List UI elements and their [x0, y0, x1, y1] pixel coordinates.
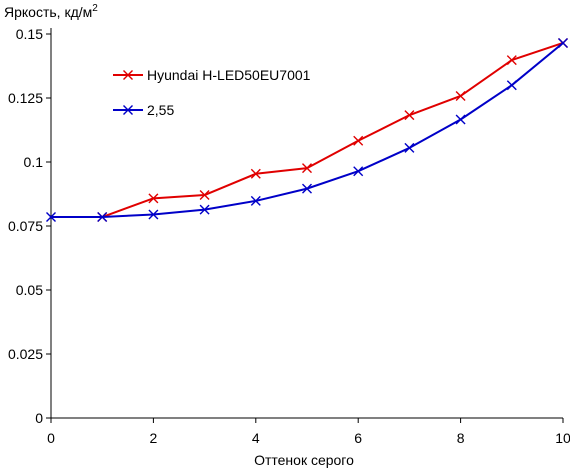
data-point — [455, 114, 466, 125]
legend-item: 2,55 — [113, 102, 174, 118]
x-tick-label: 2 — [150, 430, 158, 446]
y-tick-label: 0.15 — [16, 26, 43, 42]
y-tick-label: 0.05 — [16, 282, 43, 298]
x-tick-label: 8 — [457, 430, 465, 446]
data-point — [148, 209, 159, 220]
x-tick-label: 4 — [252, 430, 260, 446]
y-tick-label: 0.125 — [8, 90, 43, 106]
x-tick-label: 6 — [354, 430, 362, 446]
legend-marker — [123, 70, 133, 80]
y-tick-label: 0.075 — [8, 218, 43, 234]
data-point — [302, 163, 312, 174]
series-lines — [46, 37, 568, 223]
legend-label: Hyundai H-LED50EU7001 — [147, 67, 311, 83]
legend-marker — [123, 105, 133, 115]
y-axis-label: Яркость, кд/м2 — [4, 3, 98, 20]
data-point — [455, 90, 466, 101]
legend-item: Hyundai H-LED50EU7001 — [113, 67, 311, 83]
data-point — [353, 135, 364, 146]
axes — [50, 28, 563, 419]
data-point — [404, 142, 415, 153]
data-point — [353, 166, 364, 177]
data-point — [148, 193, 159, 204]
x-axis-label: Оттенок серого — [254, 452, 354, 468]
data-point — [97, 212, 108, 223]
data-point — [302, 183, 312, 194]
y-tick-label: 0.025 — [8, 346, 43, 362]
data-point — [506, 55, 517, 66]
series-0 — [97, 37, 568, 223]
data-point — [46, 212, 56, 223]
data-point — [250, 195, 261, 206]
legend-label: 2,55 — [147, 102, 174, 118]
data-point — [558, 37, 568, 48]
ticks: 0 0.025 0.05 0.075 0.1 0.125 0.15 0 2 4 6 8 10 — [8, 26, 570, 446]
data-point — [506, 80, 517, 91]
legend: Hyundai H-LED50EU7001 2,55 — [113, 67, 311, 118]
x-tick-label: 10 — [555, 430, 570, 446]
data-point — [199, 190, 210, 201]
series-1 — [46, 37, 568, 223]
data-point — [404, 110, 415, 121]
data-point — [199, 204, 210, 215]
x-tick-label: 0 — [47, 430, 55, 446]
data-point — [250, 168, 261, 179]
series-line — [101, 42, 564, 218]
y-tick-label: 0.1 — [24, 154, 44, 170]
y-tick-label: 0 — [35, 410, 43, 426]
